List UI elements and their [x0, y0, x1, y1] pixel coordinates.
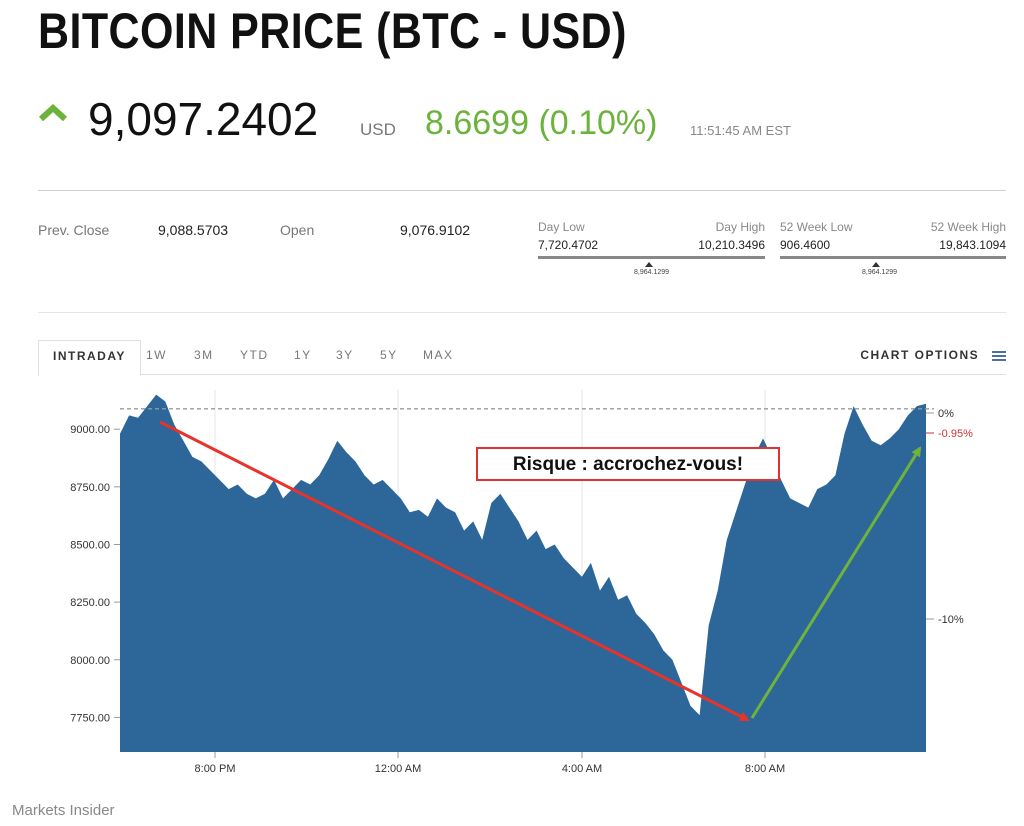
pct-label-current: -0.95% [938, 428, 973, 440]
chart-options-button[interactable]: CHART OPTIONS [860, 340, 1006, 373]
divider [38, 312, 1006, 313]
pct-label-zero: 0% [938, 408, 954, 420]
tab-3m[interactable]: 3M [194, 348, 214, 362]
annotation-box [476, 447, 780, 481]
tab-3y[interactable]: 3Y [336, 348, 354, 362]
week52-marker-value: 8,964.1299 [862, 269, 898, 276]
y-tick-label: 9000.00 [70, 424, 110, 436]
x-tick-label: 8:00 PM [195, 763, 236, 775]
up-arrow-icon [38, 104, 68, 122]
price-area [120, 394, 926, 752]
current-price: 9,097.2402 [88, 93, 319, 145]
y-tick-label: 8750.00 [70, 482, 110, 494]
tab-ytd[interactable]: YTD [240, 348, 269, 362]
price-change: 8.6699 (0.10%) [425, 104, 658, 142]
open-label: Open [280, 222, 315, 238]
tab-1w[interactable]: 1W [146, 348, 167, 362]
day-range-marker [645, 262, 653, 267]
week52-range-marker [872, 262, 880, 267]
day-high-label: Day High [715, 220, 765, 234]
week52-high-label: 52 Week High [930, 220, 1006, 234]
x-tick-label: 12:00 AM [375, 763, 421, 775]
uptrend-arrow [750, 446, 922, 719]
open-value: 9,076.9102 [400, 222, 471, 238]
chart-period-tabs: INTRADAY 1W 3M YTD 1Y 3Y 5Y MAX CHART OP… [38, 340, 1006, 376]
y-tick-label: 7750.00 [70, 712, 110, 724]
tab-max[interactable]: MAX [423, 348, 454, 362]
week52-range-bar [780, 256, 1006, 259]
y-axis-labels: 9000.00 8750.00 8500.00 8250.00 8000.00 7750.… [70, 424, 120, 724]
quote-time: 11:51:45 AM EST [690, 123, 791, 138]
week52-low-value: 906.4600 [780, 238, 831, 252]
tab-intraday[interactable]: INTRADAY [38, 340, 141, 376]
divider [38, 190, 1006, 191]
day-low-label: Day Low [538, 220, 585, 234]
day-range-bar [538, 256, 765, 259]
tab-5y[interactable]: 5Y [380, 348, 398, 362]
prev-close-label: Prev. Close [38, 222, 110, 238]
x-axis-labels: 8:00 PM 12:00 AM 4:00 AM 8:00 AM [195, 752, 785, 775]
menu-icon [992, 350, 1006, 361]
right-pct-labels: 0% -0.95% -10% [926, 408, 973, 626]
pct-label-ten: -10% [938, 614, 964, 626]
day-marker-value: 8,964.1299 [634, 269, 670, 276]
page-title: BITCOIN PRICE (BTC - USD) [38, 3, 627, 59]
day-low-value: 7,720.4702 [538, 238, 599, 252]
chart-options-label: CHART OPTIONS [860, 348, 980, 362]
currency-label: USD [360, 120, 396, 139]
downtrend-arrow [159, 420, 750, 722]
source-credit: Markets Insider [12, 802, 115, 819]
week52-low-label: 52 Week Low [780, 220, 853, 234]
week52-high-value: 19,843.1094 [939, 238, 1006, 252]
y-tick-label: 8250.00 [70, 597, 110, 609]
x-tick-label: 4:00 AM [562, 763, 602, 775]
day-high-value: 10,210.3496 [698, 238, 765, 252]
price-chart: 9000.00 8750.00 8500.00 8250.00 8000.00 7750.… [70, 390, 973, 775]
annotation-text: Risque : accrochez-vous! [513, 454, 743, 475]
y-tick-label: 8500.00 [70, 539, 110, 551]
x-tick-label: 8:00 AM [745, 763, 785, 775]
prev-close-value: 9,088.5703 [158, 222, 229, 238]
tab-1y[interactable]: 1Y [294, 348, 312, 362]
y-tick-label: 8000.00 [70, 655, 110, 667]
